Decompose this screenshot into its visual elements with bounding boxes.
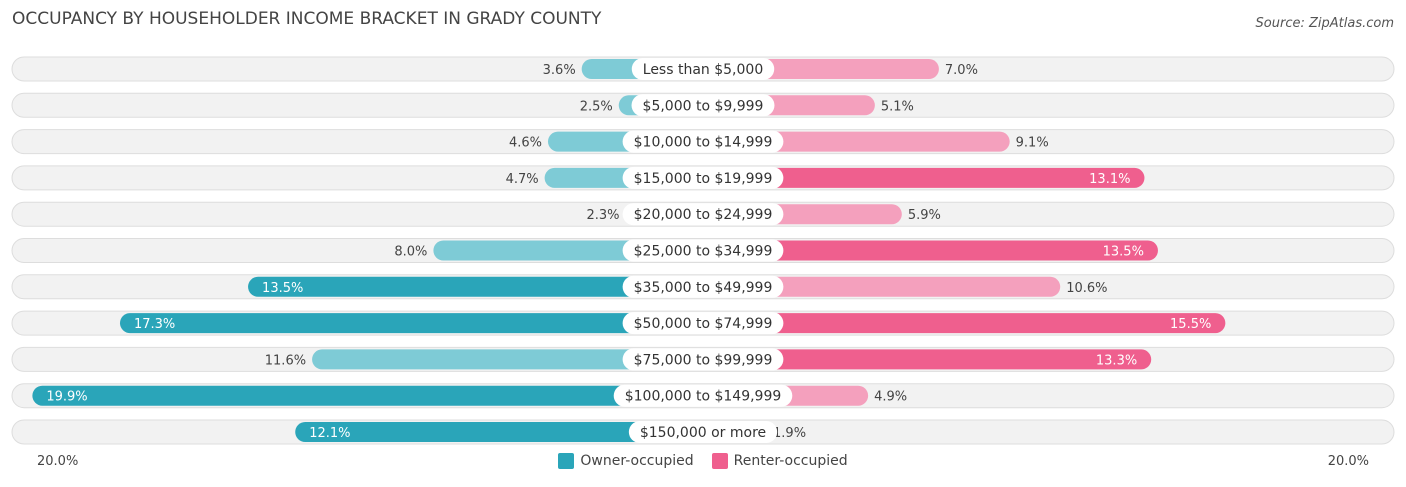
category-label: $50,000 to $74,999 <box>634 316 773 332</box>
legend-item-owner[interactable]: Owner-occupied <box>558 453 694 469</box>
category-label-pill <box>631 58 775 80</box>
renter-value-label: 15.5% <box>1170 317 1211 332</box>
owner-value-label: 17.3% <box>134 317 175 332</box>
category-label: $75,000 to $99,999 <box>634 352 773 368</box>
renter-value-label: 4.9% <box>874 390 907 405</box>
category-label-pill <box>622 348 784 371</box>
category-label-pill <box>622 166 784 189</box>
legend-label-owner: Owner-occupied <box>580 453 694 469</box>
category-label-pill <box>622 203 784 226</box>
owner-bar <box>119 313 704 334</box>
category-label: $20,000 to $24,999 <box>634 207 773 223</box>
renter-bar <box>703 276 1061 297</box>
category-label-pill <box>628 421 778 443</box>
owner-value-label: 11.6% <box>265 353 306 368</box>
owner-value-label: 12.1% <box>309 426 350 441</box>
owner-value-label: 8.0% <box>394 245 427 260</box>
category-label-pill <box>622 312 784 335</box>
renter-bar <box>703 313 1226 334</box>
owner-value-label: 3.6% <box>543 63 576 78</box>
legend-swatch-owner <box>558 453 575 469</box>
legend-item-renter[interactable]: Renter-occupied <box>711 453 848 469</box>
category-label: $25,000 to $34,999 <box>634 244 773 260</box>
renter-bar <box>703 349 1152 370</box>
legend-swatch-renter <box>711 453 728 469</box>
legend: Owner-occupied Renter-occupied <box>0 453 1406 469</box>
chart-title: OCCUPANCY BY HOUSEHOLDER INCOME BRACKET … <box>12 9 602 29</box>
renter-value-label: 13.5% <box>1103 245 1144 260</box>
renter-value-label: 10.6% <box>1066 281 1107 296</box>
renter-bar <box>703 167 1145 188</box>
category-label-pill <box>622 239 784 262</box>
owner-bar <box>312 349 703 370</box>
category-label: Less than $5,000 <box>643 62 763 78</box>
owner-bar <box>32 385 704 406</box>
renter-bar <box>703 240 1158 261</box>
category-label-pill <box>631 94 775 117</box>
renter-value-label: 7.0% <box>945 63 978 78</box>
category-label: $100,000 to $149,999 <box>625 389 782 405</box>
category-label: $10,000 to $14,999 <box>634 135 773 151</box>
axis-right-label: 20.0% <box>1327 454 1369 469</box>
category-label: $150,000 or more <box>640 425 766 441</box>
category-label-pill <box>622 275 784 298</box>
renter-value-label: 13.3% <box>1096 353 1137 368</box>
owner-bar <box>295 422 703 442</box>
renter-value-label: 9.1% <box>1016 136 1049 151</box>
legend-label-renter: Renter-occupied <box>733 453 848 469</box>
renter-value-label: 5.9% <box>908 208 941 223</box>
owner-bar <box>248 276 704 297</box>
owner-value-label: 2.3% <box>586 208 619 223</box>
category-label: $35,000 to $49,999 <box>634 280 773 296</box>
category-label-pill <box>622 130 784 153</box>
category-label: $15,000 to $19,999 <box>634 171 773 187</box>
owner-value-label: 2.5% <box>580 99 613 114</box>
category-label: $5,000 to $9,999 <box>643 98 764 114</box>
renter-value-label: 1.9% <box>773 426 806 441</box>
owner-value-label: 4.6% <box>509 136 542 151</box>
renter-value-label: 13.1% <box>1089 172 1130 187</box>
owner-value-label: 13.5% <box>262 281 303 296</box>
source-label: Source: ZipAtlas.com <box>1255 16 1394 31</box>
owner-value-label: 19.9% <box>46 390 87 405</box>
renter-value-label: 5.1% <box>881 99 914 114</box>
category-label-pill <box>613 384 793 407</box>
axis-left-label: 20.0% <box>37 454 79 469</box>
owner-value-label: 4.7% <box>506 172 539 187</box>
